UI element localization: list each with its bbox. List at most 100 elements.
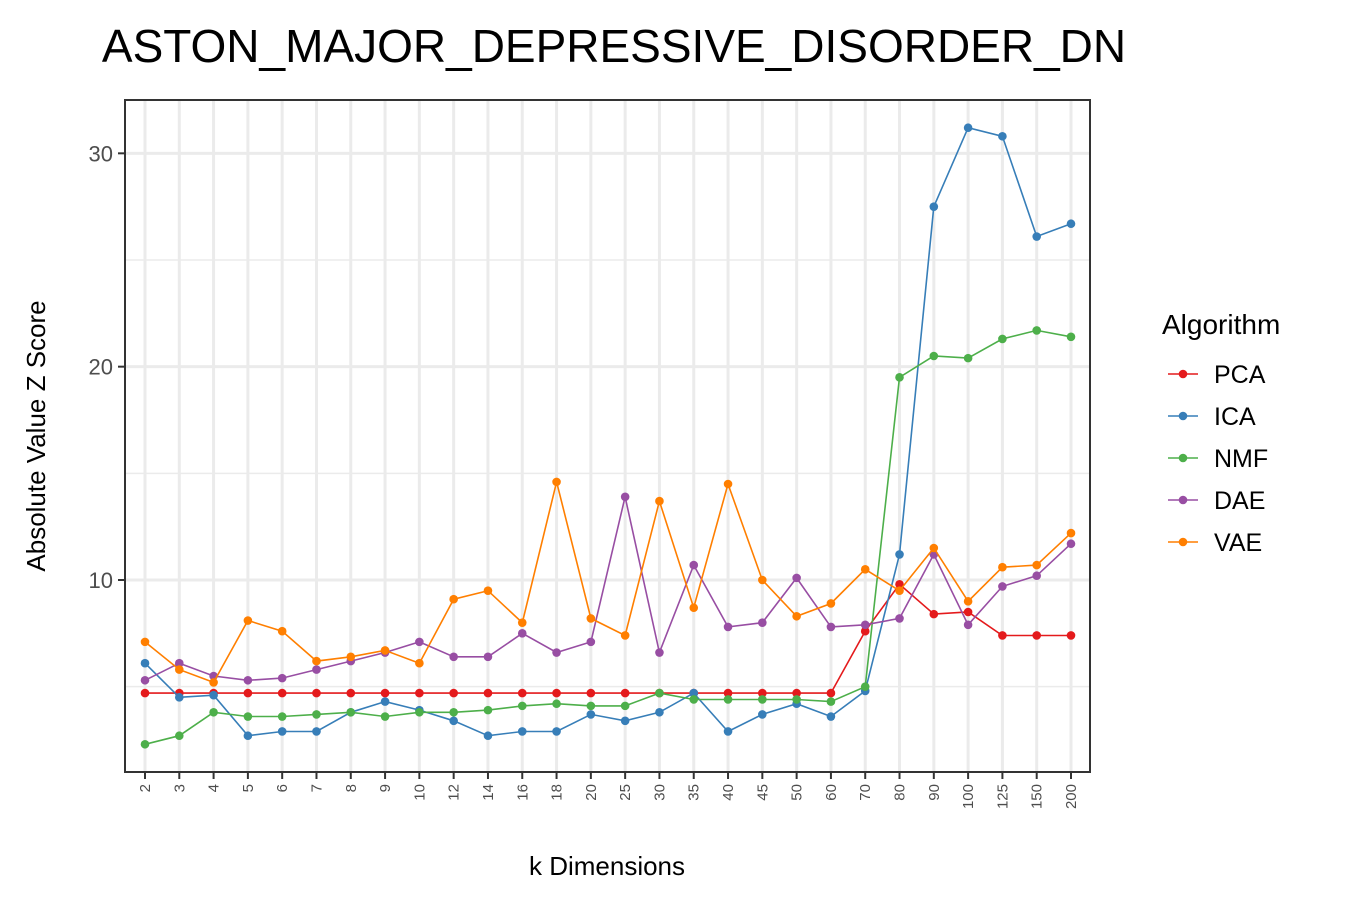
data-point-nmf xyxy=(483,705,493,715)
data-point-dae xyxy=(174,658,184,668)
data-point-nmf xyxy=(929,351,939,361)
data-point-nmf xyxy=(723,695,733,704)
legend-item-dae: DAE xyxy=(1168,487,1265,515)
data-point-nmf xyxy=(415,707,424,717)
data-point-ica xyxy=(449,716,458,726)
data-point-vae xyxy=(998,562,1007,572)
series-vae xyxy=(140,477,1076,687)
data-point-ica xyxy=(620,716,630,726)
data-point-dae xyxy=(449,652,458,662)
data-point-vae xyxy=(1032,560,1042,570)
data-point-nmf xyxy=(449,707,458,717)
data-point-pca xyxy=(586,688,596,698)
data-point-pca xyxy=(826,688,836,698)
data-point-vae xyxy=(1066,528,1076,538)
data-point-vae xyxy=(792,611,801,621)
data-point-vae xyxy=(963,597,973,606)
data-point-ica xyxy=(689,688,699,698)
data-point-pca xyxy=(1032,631,1042,640)
data-point-ica xyxy=(243,731,253,741)
x-tick-label: 3 xyxy=(171,784,188,792)
data-point-vae xyxy=(346,652,356,662)
data-point-vae xyxy=(689,603,699,613)
data-point-pca xyxy=(552,688,561,698)
data-point-nmf xyxy=(655,688,664,698)
legend-label-ica: ICA xyxy=(1214,403,1256,431)
data-point-dae xyxy=(586,637,596,647)
legend-item-pca: PCA xyxy=(1168,361,1266,389)
data-point-nmf xyxy=(1066,332,1076,342)
x-tick-label: 16 xyxy=(514,784,531,801)
data-point-dae xyxy=(895,614,904,623)
legend-label-dae: DAE xyxy=(1214,487,1265,515)
data-point-nmf xyxy=(963,353,973,363)
x-tick-label: 200 xyxy=(1063,784,1080,809)
data-point-dae xyxy=(723,622,733,632)
data-point-pca xyxy=(895,579,904,589)
data-point-ica xyxy=(826,712,836,721)
data-point-nmf xyxy=(998,334,1007,344)
x-tick-label: 30 xyxy=(651,784,668,801)
data-point-dae xyxy=(655,648,664,657)
data-point-nmf xyxy=(140,739,150,749)
data-point-pca xyxy=(483,688,493,698)
x-tick-label: 20 xyxy=(583,784,600,801)
data-point-dae xyxy=(758,618,767,627)
data-point-ica xyxy=(655,707,664,717)
data-point-pca xyxy=(449,688,458,698)
data-point-vae xyxy=(380,646,390,655)
x-tick-label: 6 xyxy=(274,784,291,792)
data-point-vae xyxy=(209,678,218,687)
data-point-dae xyxy=(860,620,870,630)
grid xyxy=(125,100,1090,772)
data-point-pca xyxy=(517,688,527,698)
data-point-dae xyxy=(140,675,150,685)
data-point-vae xyxy=(277,626,287,636)
data-point-pca xyxy=(963,607,973,617)
legend-item-nmf: NMF xyxy=(1168,445,1268,473)
x-tick-label: 7 xyxy=(308,784,325,792)
data-point-ica xyxy=(552,727,561,736)
x-tick-label: 70 xyxy=(857,784,874,801)
data-point-pca xyxy=(860,626,870,636)
data-point-ica xyxy=(998,131,1007,141)
data-point-dae xyxy=(415,637,424,647)
series-line-vae xyxy=(144,481,1072,684)
x-tick-label: 80 xyxy=(892,784,909,801)
x-tick-label: 8 xyxy=(343,784,360,792)
y-tick-label: 10 xyxy=(89,568,113,593)
legend: Algorithm PCA ICA NMF DAE VAE xyxy=(1162,309,1280,557)
legend-point-ica xyxy=(1178,411,1188,421)
data-point-ica xyxy=(209,690,218,700)
data-point-vae xyxy=(415,658,424,668)
data-point-nmf xyxy=(380,712,390,721)
series-nmf xyxy=(140,326,1076,749)
x-tick-label: 60 xyxy=(823,784,840,801)
data-point-ica xyxy=(1066,219,1076,229)
data-point-dae xyxy=(277,673,287,683)
data-point-pca xyxy=(140,688,150,698)
data-point-dae xyxy=(998,582,1007,591)
legend-point-pca xyxy=(1178,369,1188,379)
x-tick-label: 90 xyxy=(926,784,943,801)
data-point-nmf xyxy=(552,699,561,709)
data-point-ica xyxy=(895,550,904,559)
data-point-vae xyxy=(826,599,836,608)
data-point-pca xyxy=(723,688,733,698)
data-point-ica xyxy=(963,123,973,133)
x-tick-label: 9 xyxy=(377,784,394,792)
x-tick-label: 25 xyxy=(617,784,634,801)
x-tick-label: 14 xyxy=(480,784,497,801)
y-axis-title: Absolute Value Z Score xyxy=(21,300,51,571)
x-tick-label: 45 xyxy=(754,784,771,801)
data-point-pca xyxy=(758,688,767,698)
data-point-dae xyxy=(1032,571,1042,581)
data-point-ica xyxy=(277,727,287,736)
series-line-nmf xyxy=(144,329,1072,746)
data-point-dae xyxy=(620,492,630,502)
data-point-ica xyxy=(586,710,596,719)
legend-point-dae xyxy=(1178,495,1188,505)
series-layer xyxy=(140,123,1076,749)
data-point-dae xyxy=(243,675,253,685)
data-point-pca xyxy=(380,688,390,698)
